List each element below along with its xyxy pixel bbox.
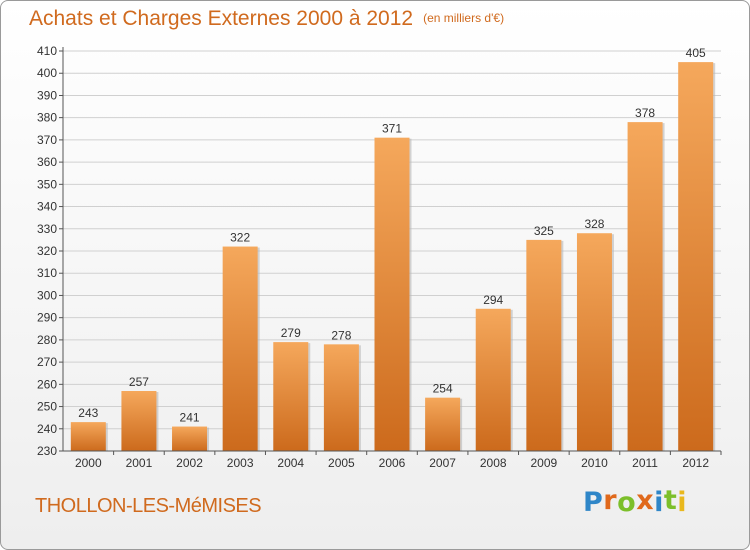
y-tick-label-310: 310 xyxy=(37,266,57,280)
bar-2000[interactable] xyxy=(70,422,106,451)
x-tick-label-2001: 2001 xyxy=(126,456,153,470)
data-label-2011: 378 xyxy=(635,106,655,120)
bar-2011[interactable] xyxy=(627,122,663,451)
x-tick-label-2010: 2010 xyxy=(581,456,608,470)
x-tick-label-2009: 2009 xyxy=(530,456,557,470)
chart-title-block: Achats et Charges Externes 2000 à 2012 (e… xyxy=(29,7,504,31)
data-label-2012: 405 xyxy=(686,46,706,60)
data-label-2004: 279 xyxy=(281,326,301,340)
bar-2007[interactable] xyxy=(425,397,461,451)
y-tick-label-250: 250 xyxy=(37,400,57,414)
logo-letter-4: i xyxy=(654,487,664,518)
x-tick-label-2002: 2002 xyxy=(176,456,203,470)
data-label-2002: 241 xyxy=(180,411,200,425)
logo-letter-1: r xyxy=(603,485,618,516)
data-label-2000: 243 xyxy=(78,406,98,420)
data-label-2007: 254 xyxy=(433,382,453,396)
y-tick-label-370: 370 xyxy=(37,133,57,147)
y-tick-label-270: 270 xyxy=(37,355,57,369)
x-tick-label-2004: 2004 xyxy=(277,456,304,470)
x-tick-label-2000: 2000 xyxy=(75,456,102,470)
y-tick-label-290: 290 xyxy=(37,311,57,325)
data-label-2005: 278 xyxy=(331,328,351,342)
y-tick-label-360: 360 xyxy=(37,155,57,169)
y-tick-label-340: 340 xyxy=(37,200,57,214)
x-tick-label-2012: 2012 xyxy=(682,456,709,470)
y-tick-label-230: 230 xyxy=(37,444,57,458)
bar-2009[interactable] xyxy=(526,239,562,451)
data-label-2010: 328 xyxy=(584,217,604,231)
bar-2004[interactable] xyxy=(273,342,309,451)
x-tick-label-2005: 2005 xyxy=(328,456,355,470)
x-tick-label-2003: 2003 xyxy=(227,456,254,470)
y-tick-label-320: 320 xyxy=(37,244,57,258)
logo-letter-2: o xyxy=(617,487,637,518)
axes: 230 240 250 260 270 280 290 300 310 320 330 340 350 3… xyxy=(37,44,722,470)
bar-2010[interactable] xyxy=(576,233,612,451)
x-tick-label-2008: 2008 xyxy=(480,456,507,470)
y-tick-label-350: 350 xyxy=(37,177,57,191)
chart-subtitle: (en milliers d'€) xyxy=(423,11,505,25)
x-tick-label-2011: 2011 xyxy=(632,456,658,470)
data-label-2009: 325 xyxy=(534,224,554,238)
bar-2012[interactable] xyxy=(678,62,714,451)
bar-2008[interactable] xyxy=(475,308,511,451)
y-tick-label-240: 240 xyxy=(37,422,57,436)
bar-2006[interactable] xyxy=(374,137,410,451)
proxiti-logo[interactable]: Proxiti xyxy=(583,485,688,518)
y-tick-label-280: 280 xyxy=(37,333,57,347)
data-label-2006: 371 xyxy=(382,122,402,136)
bar-2001[interactable] xyxy=(121,391,157,451)
x-tick-label-2007: 2007 xyxy=(429,456,456,470)
data-label-2003: 322 xyxy=(230,231,250,245)
y-tick-label-380: 380 xyxy=(37,111,57,125)
y-tick-label-260: 260 xyxy=(37,377,57,391)
bars: 243 257 241 322 279 278 371 254 294 325 328 378 405 xyxy=(70,46,716,451)
commune-name: THOLLON-LES-MéMISES xyxy=(35,495,262,517)
bar-2002[interactable] xyxy=(172,426,208,451)
logo-letter-0: P xyxy=(583,487,604,518)
data-label-2001: 257 xyxy=(129,375,149,389)
logo-letter-6: i xyxy=(677,487,688,518)
logo-letter-5: t xyxy=(663,485,678,516)
data-label-2008: 294 xyxy=(483,293,503,307)
chart-title: Achats et Charges Externes 2000 à 2012 xyxy=(29,7,414,30)
y-tick-label-300: 300 xyxy=(37,288,57,302)
y-tick-label-400: 400 xyxy=(37,66,57,80)
x-tick-label-2006: 2006 xyxy=(379,456,406,470)
y-tick-label-330: 330 xyxy=(37,222,57,236)
bar-2005[interactable] xyxy=(323,344,359,451)
y-tick-label-390: 390 xyxy=(37,88,57,102)
y-tick-label-410: 410 xyxy=(37,44,57,58)
bar-2003[interactable] xyxy=(222,246,258,451)
logo-letter-3: x xyxy=(636,485,655,516)
